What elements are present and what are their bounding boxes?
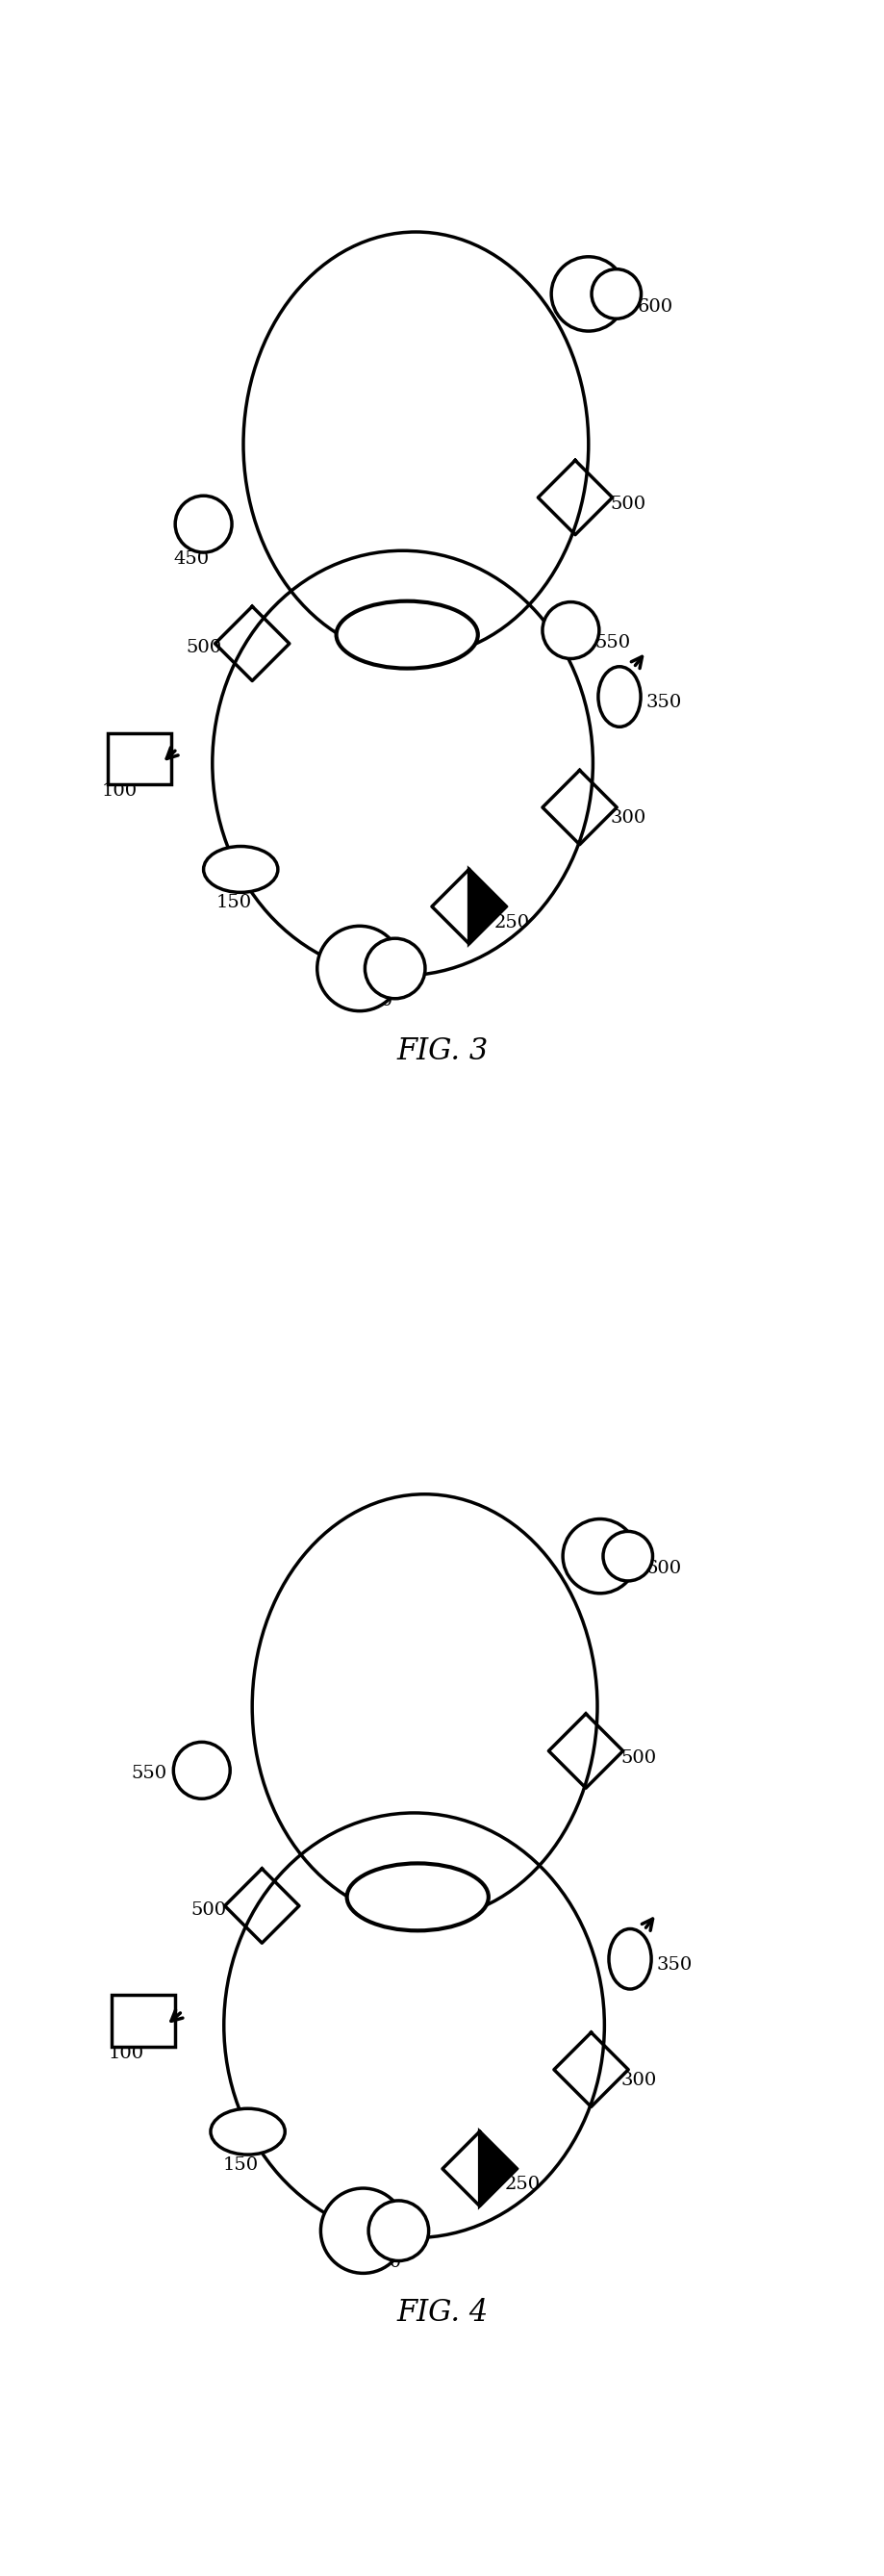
Ellipse shape: [347, 1862, 488, 1929]
Text: 150: 150: [223, 2156, 258, 2174]
Text: 500: 500: [191, 1901, 226, 1919]
Text: 550: 550: [131, 1765, 166, 1783]
Circle shape: [364, 938, 424, 999]
Circle shape: [542, 603, 598, 659]
Text: 250: 250: [504, 2177, 539, 2192]
Circle shape: [173, 1741, 230, 1798]
Text: 600: 600: [645, 1561, 681, 1577]
Text: FIG. 3: FIG. 3: [396, 1036, 488, 1066]
Ellipse shape: [203, 848, 278, 891]
Bar: [111, 1996, 175, 2045]
Text: 400: 400: [451, 1886, 486, 1904]
Text: 200: 200: [366, 2254, 401, 2272]
Polygon shape: [469, 868, 506, 943]
Ellipse shape: [210, 2110, 285, 2154]
Text: 350: 350: [645, 696, 681, 711]
Circle shape: [591, 268, 641, 319]
Text: 100: 100: [108, 2045, 143, 2063]
Circle shape: [316, 925, 401, 1010]
Text: 350: 350: [656, 1958, 691, 1973]
Circle shape: [175, 495, 232, 551]
Ellipse shape: [598, 667, 640, 726]
Text: 400: 400: [442, 623, 477, 641]
Circle shape: [562, 1520, 636, 1595]
Text: 500: 500: [610, 497, 645, 513]
Text: 550: 550: [594, 634, 629, 652]
Text: 200: 200: [357, 992, 392, 1010]
Text: 300: 300: [610, 809, 645, 827]
Text: FIG. 4: FIG. 4: [396, 2298, 488, 2329]
Circle shape: [320, 2187, 405, 2272]
Polygon shape: [479, 2130, 516, 2205]
Ellipse shape: [608, 1929, 651, 1989]
Ellipse shape: [336, 600, 477, 667]
Bar: [108, 734, 171, 783]
Text: 500: 500: [621, 1749, 656, 1767]
Text: 100: 100: [102, 783, 137, 801]
Text: 300: 300: [621, 2071, 656, 2089]
Circle shape: [551, 258, 625, 332]
Text: 500: 500: [186, 639, 221, 657]
Text: 450: 450: [173, 551, 209, 569]
Text: 150: 150: [216, 894, 251, 912]
Text: 600: 600: [636, 299, 672, 317]
Circle shape: [368, 2200, 428, 2262]
Circle shape: [603, 1530, 652, 1582]
Text: 250: 250: [493, 914, 529, 930]
